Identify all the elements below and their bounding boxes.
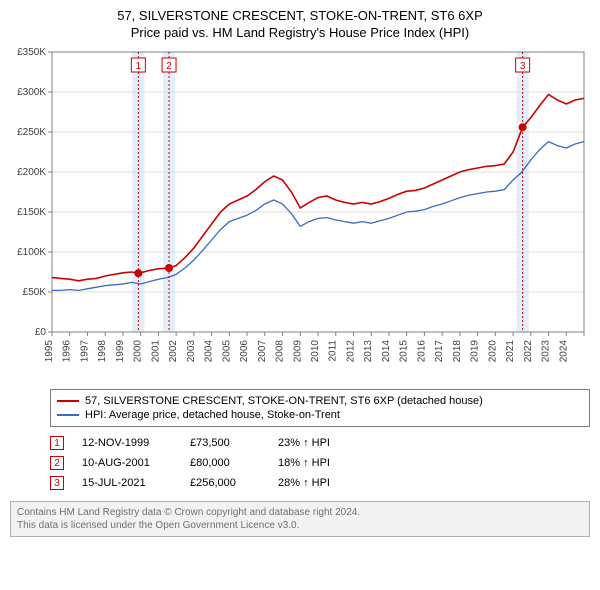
legend: 57, SILVERSTONE CRESCENT, STOKE-ON-TRENT… (50, 389, 590, 427)
svg-text:2001: 2001 (150, 340, 161, 363)
svg-text:2021: 2021 (505, 340, 516, 363)
svg-text:1999: 1999 (115, 340, 126, 363)
legend-swatch (57, 400, 79, 402)
svg-text:2009: 2009 (292, 340, 303, 363)
svg-text:1995: 1995 (44, 340, 55, 363)
svg-text:2013: 2013 (363, 340, 374, 363)
svg-text:£50K: £50K (23, 287, 47, 298)
sale-price: £73,500 (190, 437, 260, 449)
svg-text:2015: 2015 (399, 340, 410, 363)
svg-text:2007: 2007 (257, 340, 268, 363)
svg-text:1997: 1997 (79, 340, 90, 363)
svg-text:1: 1 (136, 61, 142, 72)
legend-item-0: 57, SILVERSTONE CRESCENT, STOKE-ON-TRENT… (57, 394, 583, 408)
svg-text:2004: 2004 (204, 340, 215, 363)
footer-line-2: This data is licensed under the Open Gov… (17, 519, 583, 532)
sale-date: 12-NOV-1999 (82, 437, 172, 449)
sale-date: 15-JUL-2021 (82, 477, 172, 489)
svg-text:2018: 2018 (452, 340, 463, 363)
svg-text:2017: 2017 (434, 340, 445, 363)
price-chart: £0 £50K £100K £150K £200K £250K £300K £350K 1995… (8, 46, 592, 381)
legend-label: HPI: Average price, detached house, Stok… (85, 409, 340, 421)
svg-text:£300K: £300K (17, 87, 46, 98)
svg-text:2014: 2014 (381, 340, 392, 363)
svg-text:2016: 2016 (416, 340, 427, 363)
svg-text:2023: 2023 (541, 340, 552, 363)
svg-text:2022: 2022 (523, 340, 534, 363)
sale-marker-icon: 2 (50, 456, 64, 470)
svg-text:£0: £0 (35, 327, 47, 338)
sales-table: 1 12-NOV-1999 £73,500 23% ↑ HPI 2 10-AUG-2001… (50, 433, 590, 493)
title-line-1: 57, SILVERSTONE CRESCENT, STOKE-ON-TRENT… (8, 8, 592, 23)
chart-title-block: 57, SILVERSTONE CRESCENT, STOKE-ON-TRENT… (8, 8, 592, 40)
sale-marker-icon: 3 (50, 476, 64, 490)
svg-text:£250K: £250K (17, 127, 46, 138)
svg-text:£350K: £350K (17, 47, 46, 58)
svg-text:£150K: £150K (17, 207, 46, 218)
svg-text:2003: 2003 (186, 340, 197, 363)
sale-diff: 18% ↑ HPI (278, 457, 368, 469)
footer-line-1: Contains HM Land Registry data © Crown c… (17, 506, 583, 519)
svg-text:1998: 1998 (97, 340, 108, 363)
sale-marker-icon: 1 (50, 436, 64, 450)
legend-swatch (57, 414, 79, 416)
svg-text:2: 2 (166, 61, 172, 72)
svg-text:2002: 2002 (168, 340, 179, 363)
svg-text:3: 3 (520, 61, 526, 72)
sale-price: £80,000 (190, 457, 260, 469)
title-line-2: Price paid vs. HM Land Registry's House … (8, 25, 592, 40)
svg-text:2024: 2024 (558, 340, 569, 363)
legend-label: 57, SILVERSTONE CRESCENT, STOKE-ON-TRENT… (85, 395, 483, 407)
svg-text:2011: 2011 (328, 340, 339, 362)
sale-row-2: 2 10-AUG-2001 £80,000 18% ↑ HPI (50, 453, 590, 473)
sale-price: £256,000 (190, 477, 260, 489)
svg-text:2005: 2005 (221, 340, 232, 363)
sale-dot-3 (519, 123, 527, 131)
chart-svg: £0 £50K £100K £150K £200K £250K £300K £350K 1995… (8, 46, 592, 376)
sale-row-3: 3 15-JUL-2021 £256,000 28% ↑ HPI (50, 473, 590, 493)
svg-text:2012: 2012 (345, 340, 356, 363)
svg-text:1996: 1996 (62, 340, 73, 363)
svg-text:2010: 2010 (310, 340, 321, 363)
legend-item-1: HPI: Average price, detached house, Stok… (57, 408, 583, 422)
svg-text:2020: 2020 (487, 340, 498, 363)
sale-diff: 28% ↑ HPI (278, 477, 368, 489)
svg-text:2006: 2006 (239, 340, 250, 363)
sale-dot-2 (165, 264, 173, 272)
sale-row-1: 1 12-NOV-1999 £73,500 23% ↑ HPI (50, 433, 590, 453)
svg-text:2000: 2000 (133, 340, 144, 363)
sale-dot-1 (134, 269, 142, 277)
sale-date: 10-AUG-2001 (82, 457, 172, 469)
attribution-footer: Contains HM Land Registry data © Crown c… (10, 501, 590, 537)
svg-text:£100K: £100K (17, 247, 46, 258)
svg-text:£200K: £200K (17, 167, 46, 178)
svg-text:2008: 2008 (275, 340, 286, 363)
sale-diff: 23% ↑ HPI (278, 437, 368, 449)
svg-text:2019: 2019 (470, 340, 481, 363)
